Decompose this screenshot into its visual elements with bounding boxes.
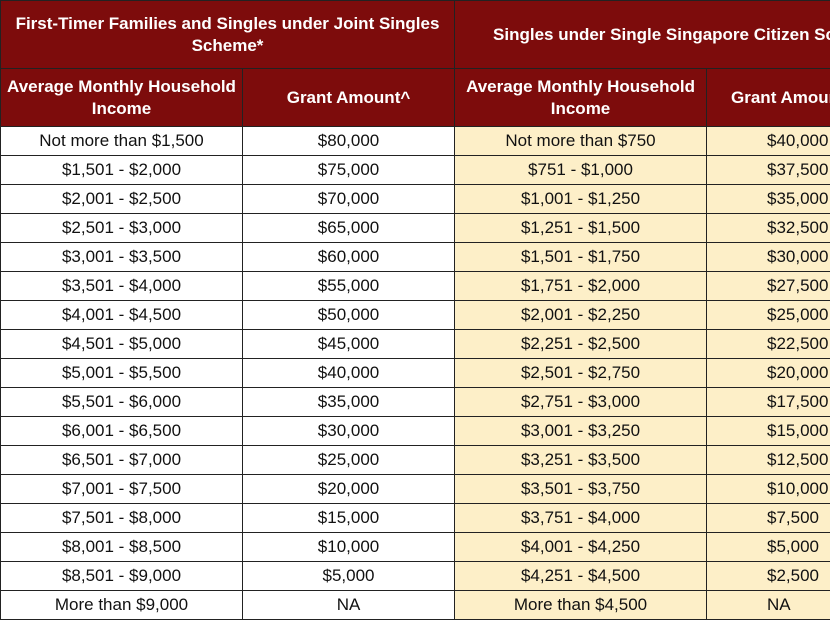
income-cell: $8,501 - $9,000 [0, 561, 243, 591]
income-cell: $2,001 - $2,500 [0, 184, 243, 214]
grant-cell: $12,500 [706, 445, 830, 475]
income-cell: $2,501 - $2,750 [454, 358, 708, 388]
income-cell: $4,251 - $4,500 [454, 561, 708, 591]
table-row: $5,001 - $5,500 $40,000 $2,501 - $2,750 $20… [0, 358, 830, 388]
grant-cell: $15,000 [241, 503, 456, 533]
table-row: $7,501 - $8,000 $15,000 $3,751 - $4,000 $7,… [0, 503, 830, 533]
income-cell: $5,001 - $5,500 [0, 358, 243, 388]
income-cell: $7,501 - $8,000 [0, 503, 243, 533]
table-row: Not more than $1,500 $80,000 Not more than… [0, 126, 830, 156]
income-cell: $1,501 - $1,750 [454, 242, 708, 272]
table-row: $7,001 - $7,500 $20,000 $3,501 - $3,750 $10… [0, 474, 830, 504]
grant-cell: $70,000 [241, 184, 456, 214]
income-cell: $5,501 - $6,000 [0, 387, 243, 417]
grant-cell: $5,000 [706, 532, 830, 562]
table-row: $2,501 - $3,000 $65,000 $1,251 - $1,500 $32… [0, 213, 830, 243]
grant-cell: $30,000 [241, 416, 456, 446]
table-row: $4,501 - $5,000 $45,000 $2,251 - $2,500 $22… [0, 329, 830, 359]
column-header: Average Monthly Household Income [454, 68, 708, 127]
grant-cell: $65,000 [241, 213, 456, 243]
grant-cell: $10,000 [706, 474, 830, 504]
column-header: Grant Amount^ [241, 68, 456, 127]
grant-cell: $17,500 [706, 387, 830, 417]
grant-cell: $27,500 [706, 271, 830, 301]
grant-cell: $35,000 [706, 184, 830, 214]
income-cell: $6,001 - $6,500 [0, 416, 243, 446]
income-cell: $7,001 - $7,500 [0, 474, 243, 504]
column-row: Average Monthly Household Income Grant A… [0, 68, 830, 127]
grant-cell: $20,000 [706, 358, 830, 388]
income-cell: $3,001 - $3,250 [454, 416, 708, 446]
grant-cell: $75,000 [241, 155, 456, 185]
grant-cell: $32,500 [706, 213, 830, 243]
grant-cell: $15,000 [706, 416, 830, 446]
grant-cell: $60,000 [241, 242, 456, 272]
income-cell: $3,251 - $3,500 [454, 445, 708, 475]
grant-cell: NA [706, 590, 830, 620]
grant-cell: $25,000 [241, 445, 456, 475]
table-row: More than $9,000 NA More than $4,500 NA [0, 590, 830, 620]
table-row: $5,501 - $6,000 $35,000 $2,751 - $3,000 $17… [0, 387, 830, 417]
income-cell: $4,001 - $4,500 [0, 300, 243, 330]
income-cell: $3,501 - $3,750 [454, 474, 708, 504]
table-row: $1,501 - $2,000 $75,000 $751 - $1,000 $37,5… [0, 155, 830, 185]
grant-cell: $45,000 [241, 329, 456, 359]
income-cell: More than $4,500 [454, 590, 708, 620]
grant-cell: $40,000 [706, 126, 830, 156]
grant-cell: $5,000 [241, 561, 456, 591]
income-cell: $1,251 - $1,500 [454, 213, 708, 243]
table-row: $8,001 - $8,500 $10,000 $4,001 - $4,250 $5,… [0, 532, 830, 562]
grant-cell: $20,000 [241, 474, 456, 504]
table-row: $4,001 - $4,500 $50,000 $2,001 - $2,250 $25… [0, 300, 830, 330]
income-cell: More than $9,000 [0, 590, 243, 620]
table-row: $2,001 - $2,500 $70,000 $1,001 - $1,250 $35… [0, 184, 830, 214]
income-cell: $8,001 - $8,500 [0, 532, 243, 562]
income-cell: $1,501 - $2,000 [0, 155, 243, 185]
income-cell: $2,001 - $2,250 [454, 300, 708, 330]
table-row: $8,501 - $9,000 $5,000 $4,251 - $4,500 $2,5… [0, 561, 830, 591]
grant-cell: $50,000 [241, 300, 456, 330]
grant-cell: $10,000 [241, 532, 456, 562]
grant-cell: $25,000 [706, 300, 830, 330]
income-cell: $6,501 - $7,000 [0, 445, 243, 475]
table-row: $3,501 - $4,000 $55,000 $1,751 - $2,000 $27… [0, 271, 830, 301]
income-cell: $3,751 - $4,000 [454, 503, 708, 533]
group-header: First-Timer Families and Singles under J… [0, 0, 456, 69]
income-cell: $4,501 - $5,000 [0, 329, 243, 359]
income-cell: $2,251 - $2,500 [454, 329, 708, 359]
income-cell: Not more than $1,500 [0, 126, 243, 156]
table-row: $6,001 - $6,500 $30,000 $3,001 - $3,250 $15… [0, 416, 830, 446]
grant-cell: $55,000 [241, 271, 456, 301]
grant-cell: $35,000 [241, 387, 456, 417]
income-cell: $751 - $1,000 [454, 155, 708, 185]
grant-cell: $30,000 [706, 242, 830, 272]
grant-cell: $37,500 [706, 155, 830, 185]
income-cell: $4,001 - $4,250 [454, 532, 708, 562]
income-cell: $3,501 - $4,000 [0, 271, 243, 301]
grant-cell: $80,000 [241, 126, 456, 156]
table-row: $6,501 - $7,000 $25,000 $3,251 - $3,500 $12… [0, 445, 830, 475]
income-cell: $1,001 - $1,250 [454, 184, 708, 214]
grant-cell: $22,500 [706, 329, 830, 359]
column-header: Average Monthly Household Income [0, 68, 243, 127]
income-cell: $3,001 - $3,500 [0, 242, 243, 272]
grant-cell: $2,500 [706, 561, 830, 591]
income-cell: $2,501 - $3,000 [0, 213, 243, 243]
group-row: First-Timer Families and Singles under J… [0, 0, 830, 69]
grant-cell: $40,000 [241, 358, 456, 388]
income-cell: $2,751 - $3,000 [454, 387, 708, 417]
grant-cell: $7,500 [706, 503, 830, 533]
table-row: $3,001 - $3,500 $60,000 $1,501 - $1,750 $30… [0, 242, 830, 272]
group-header: Singles under Single Singapore Citizen S… [454, 0, 830, 69]
income-cell: $1,751 - $2,000 [454, 271, 708, 301]
income-cell: Not more than $750 [454, 126, 708, 156]
column-header: Grant Amount^ [706, 68, 830, 127]
grant-cell: NA [241, 590, 456, 620]
